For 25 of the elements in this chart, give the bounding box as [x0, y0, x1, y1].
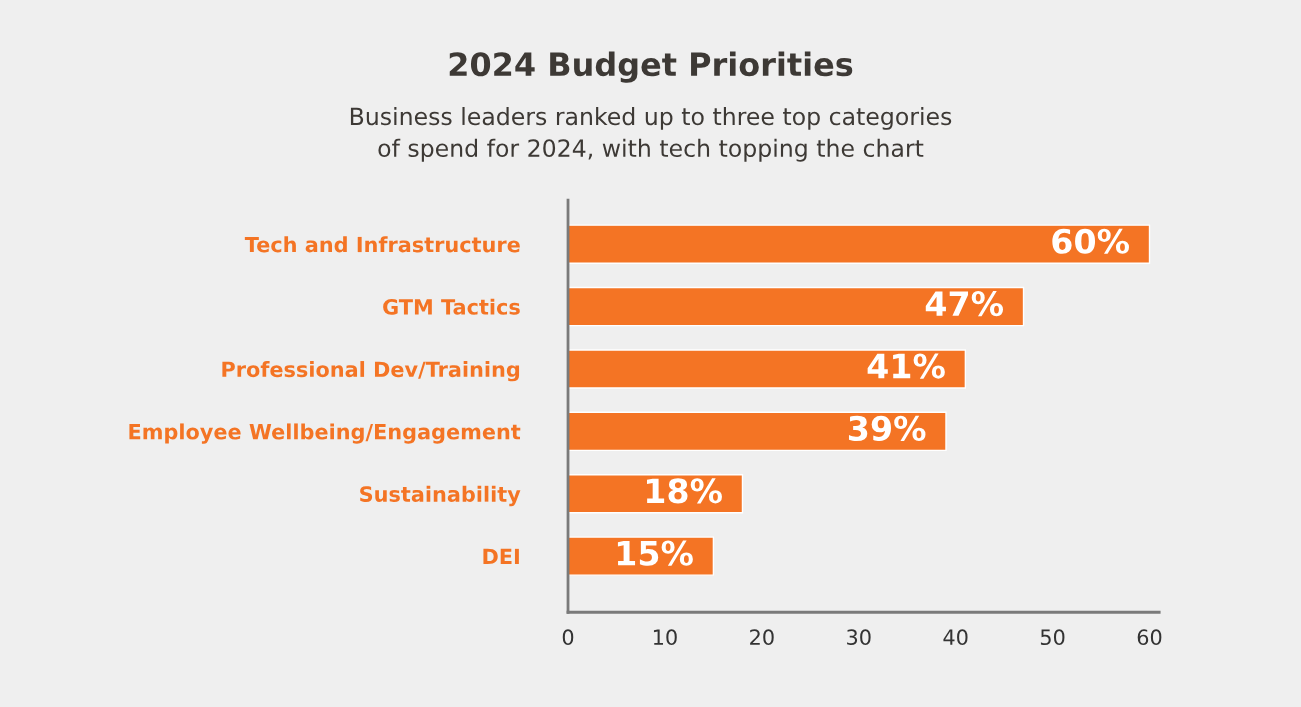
- x-tick-label: 10: [653, 629, 677, 646]
- chart-subtitle: Business leaders ranked up to three top categories of spend for 2024, with tech topping the chart: [350, 106, 952, 162]
- data-label: 15%: [617, 540, 693, 566]
- data-label: 47%: [925, 291, 1004, 317]
- x-tick-label: 40: [943, 629, 968, 646]
- bar: [568, 286, 1025, 327]
- x-tick-label: 20: [750, 629, 774, 646]
- x-tick-label: 30: [847, 629, 871, 646]
- bar: [568, 224, 1151, 264]
- bar: [568, 349, 967, 389]
- x-tick-label: 50: [1040, 629, 1065, 646]
- x-tick-label: 0: [562, 629, 574, 646]
- y-tick-label: Professional Dev/Training: [222, 361, 520, 382]
- y-tick-label: GTM Tactics: [383, 298, 520, 315]
- bar: [568, 411, 947, 452]
- data-label: 39%: [848, 415, 926, 442]
- data-label: 41%: [867, 353, 945, 379]
- data-label: 60%: [1052, 228, 1129, 254]
- chart-title: 2024 Budget Priorities: [449, 51, 853, 83]
- y-tick-label: Tech and Infrastructure: [244, 236, 520, 253]
- y-tick-label: Sustainability: [360, 485, 521, 507]
- y-tick-label: Employee Wellbeing/Engagement: [129, 423, 521, 444]
- data-label: 18%: [646, 478, 722, 504]
- x-tick-label: 60: [1137, 629, 1162, 646]
- y-tick-label: DEI: [483, 548, 519, 565]
